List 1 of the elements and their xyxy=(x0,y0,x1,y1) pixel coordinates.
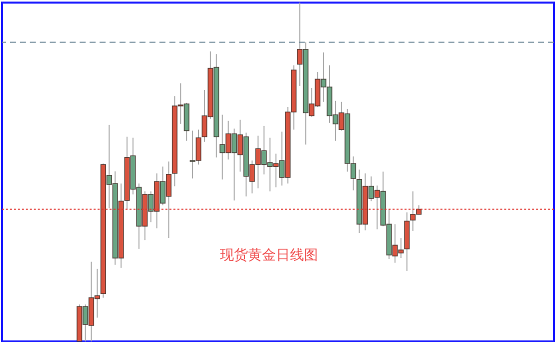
text: 现货黄金日线图 xyxy=(220,248,318,264)
